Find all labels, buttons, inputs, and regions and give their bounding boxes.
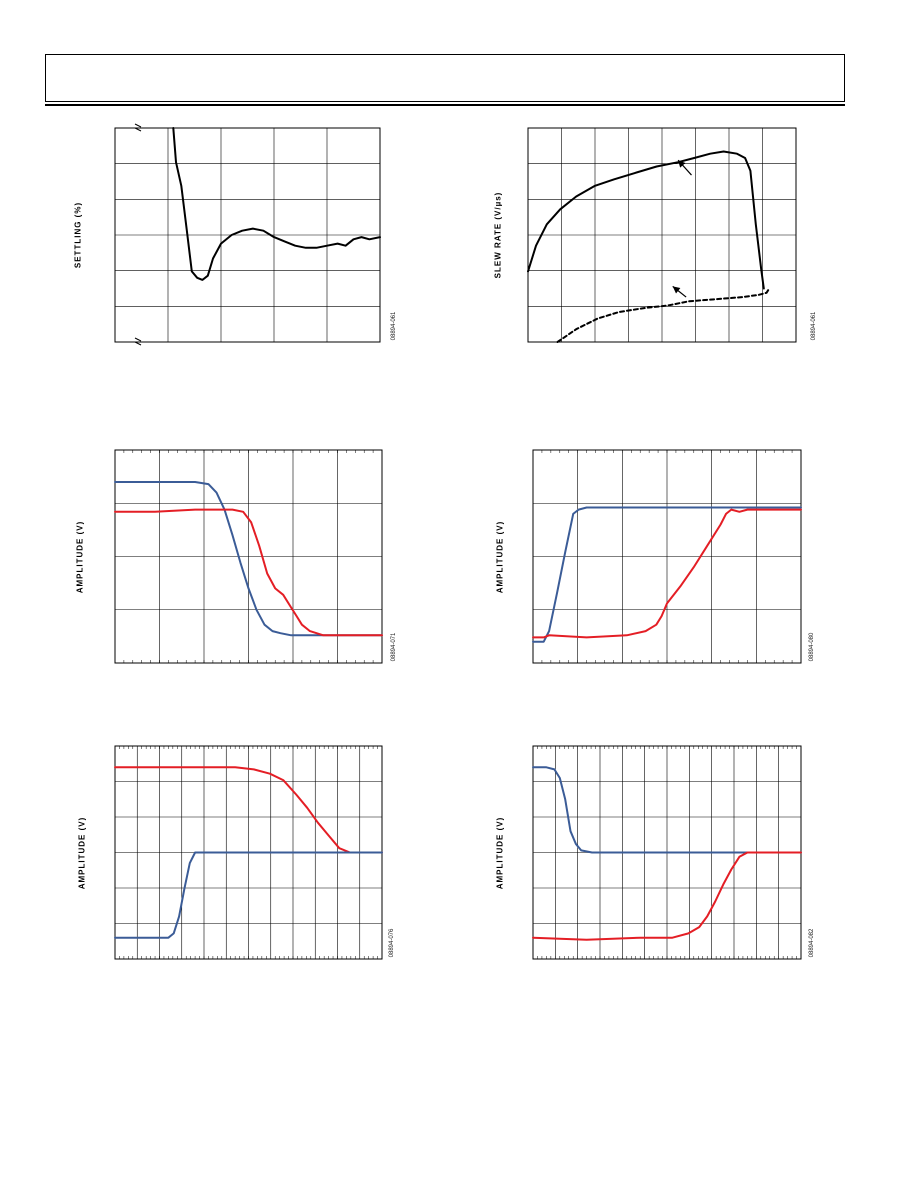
slewrate-annotation-arrow-0	[677, 159, 692, 176]
settling-plot-frame	[114, 127, 381, 343]
overload-fall-series-0-line	[532, 766, 802, 854]
step-rise-plot-frame	[532, 449, 802, 664]
slewrate-chart	[527, 127, 797, 343]
slewrate-ylabel: SLEW RATE (V/µs)	[493, 191, 503, 279]
slewrate-figure-code: 08894-061	[811, 311, 817, 341]
slewrate-series-0-line	[527, 150, 765, 290]
settling-axis-break-top	[134, 123, 142, 132]
overload-rise-series-1-line	[114, 851, 383, 939]
overload-fall-series-1-line	[532, 851, 802, 941]
step-fall-series-1-line	[114, 508, 383, 637]
settling-axis-break-bottom	[134, 337, 142, 346]
overload-rise-chart	[114, 745, 383, 960]
overload-rise-ylabel: AMPLITUDE (V)	[77, 816, 87, 889]
slewrate-annotation-arrow-1	[672, 285, 687, 298]
settling-series-0-line	[172, 127, 381, 281]
step-rise-series-1-line	[532, 508, 802, 639]
step-fall-ylabel: AMPLITUDE (V)	[75, 520, 85, 593]
step-rise-chart	[532, 449, 802, 664]
settling-figure-code: 08894-061	[391, 311, 397, 341]
settling-chart	[114, 123, 381, 346]
header-rule	[45, 104, 845, 106]
slewrate-series-1-line	[556, 287, 771, 343]
overload-rise-series-0-line	[114, 766, 383, 854]
settling-ylabel: SETTLING (%)	[73, 201, 83, 269]
overload-fall-chart	[532, 745, 802, 960]
page-header-box	[45, 54, 845, 102]
overload-fall-ylabel: AMPLITUDE (V)	[495, 816, 505, 889]
step-rise-series-0-line	[532, 506, 802, 643]
step-fall-chart	[114, 449, 383, 664]
step-fall-plot-frame	[114, 449, 383, 664]
step-fall-series-0-line	[114, 481, 383, 637]
slewrate-plot-frame	[527, 127, 797, 343]
step-rise-ylabel: AMPLITUDE (V)	[495, 520, 505, 593]
